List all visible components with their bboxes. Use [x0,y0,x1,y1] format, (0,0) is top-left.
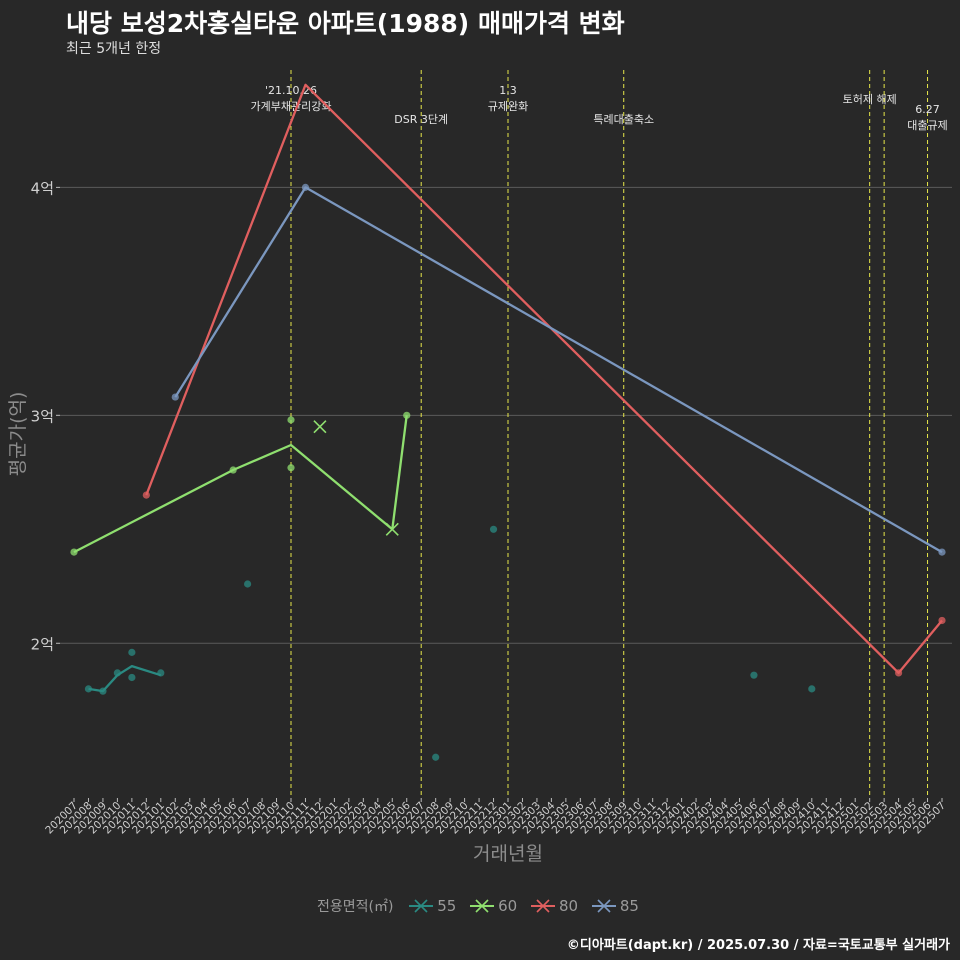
series-line [88,664,162,693]
y-tick-label: 4억 [31,179,54,197]
series-line [145,83,943,675]
series-60 [70,411,411,556]
series-85 [171,183,946,556]
event-label: 토허제 해제 [843,92,897,106]
event-label: 대출규제 [907,119,947,132]
legend-item-85: 85 [591,897,639,916]
event-label: 가계부채관리강화 [251,100,332,113]
event-label: 6.27 [915,103,940,116]
data-point [432,753,440,761]
y-tick-label: 3억 [31,407,54,425]
x-axis-label: 거래년월 [473,843,543,865]
event-label: 특례대출축소 [593,113,654,126]
legend-label-60: 60 [498,897,518,916]
event-label: 규제완화 [488,100,528,113]
chart-subtitle: 최근 5개년 한정 [66,41,162,57]
cross-marker [385,522,399,536]
data-point [128,673,136,682]
series-55 [84,525,816,761]
legend-title: 전용면적(㎡) [317,899,394,915]
legend-key-60-icon [470,899,495,913]
chart-title: 내당 보성2차홍실타운 아파트(1988) 매매가격 변화 [66,9,625,38]
data-point [808,685,816,693]
legend-key-80-icon [531,899,555,913]
data-point [489,525,498,533]
legend-item-80: 80 [530,897,579,916]
legend-key-85-icon [591,899,616,913]
series-line [174,186,943,554]
legend-item-55: 55 [408,897,457,916]
legend-key-55-icon [409,899,434,913]
event-label: 1.3 [499,84,517,97]
data-point [244,580,252,588]
series-80 [142,83,946,677]
data-point [128,648,136,656]
y-axis-label: 평균가(억) [7,392,29,477]
legend: 전용면적(㎡) 55 60 80 85 [0,896,960,916]
source-caption: ©디아파트(dapt.kr) / 2025.07.30 / 자료=국토교통부 실… [566,938,950,953]
data-point [750,671,758,679]
data-point [287,464,295,472]
cross-marker [313,420,327,434]
legend-label-80: 80 [559,897,579,916]
data-point [84,685,93,693]
y-tick-label: 2억 [31,635,54,653]
legend-item-60: 60 [469,897,518,916]
data-point [287,416,295,424]
event-label: DSR 3단계 [394,113,448,126]
event-label: '21.10.26 [265,84,317,97]
legend-label-85: 85 [619,897,639,916]
legend-label-55: 55 [437,897,457,916]
series-line [73,415,408,554]
